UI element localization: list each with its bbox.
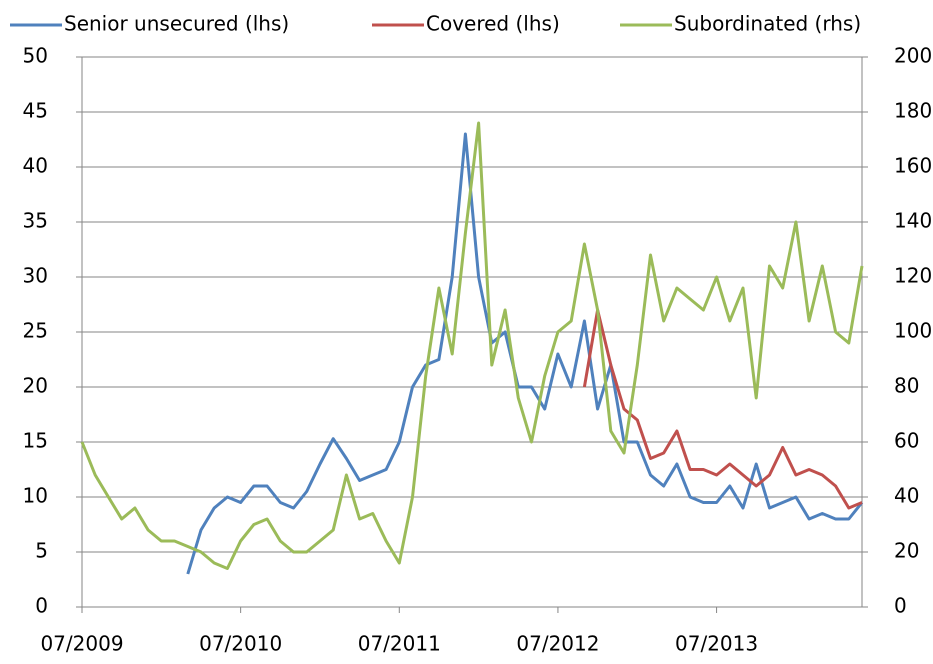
x-tick-label: 07/2009: [40, 632, 123, 656]
y-tick-label: 10: [23, 484, 48, 508]
y-tick-label: 15: [23, 429, 48, 453]
x-tick-label: 07/2012: [516, 632, 599, 656]
legend-label: Senior unsecured (lhs): [64, 12, 289, 36]
y-tick-label: 0: [35, 594, 48, 618]
legend-label: Covered (lhs): [426, 12, 560, 36]
x-tick-label: 07/2013: [675, 632, 758, 656]
y-tick-label: 45: [23, 99, 48, 123]
y2-tick-label: 60: [894, 429, 919, 453]
y-tick-label: 30: [23, 264, 48, 288]
y-tick-label: 40: [23, 154, 48, 178]
y2-tick-label: 120: [894, 264, 932, 288]
y-tick-label: 50: [23, 44, 48, 68]
y2-tick-label: 40: [894, 484, 919, 508]
y2-tick-label: 180: [894, 99, 932, 123]
y-tick-label: 20: [23, 374, 48, 398]
y2-tick-label: 20: [894, 539, 919, 563]
y-tick-label: 5: [35, 539, 48, 563]
x-tick-label: 07/2011: [358, 632, 441, 656]
y2-tick-label: 200: [894, 44, 932, 68]
y2-tick-label: 0: [894, 594, 907, 618]
legend-label: Subordinated (rhs): [674, 12, 861, 36]
y2-tick-label: 140: [894, 209, 932, 233]
y2-tick-label: 160: [894, 154, 932, 178]
y-tick-label: 35: [23, 209, 48, 233]
y2-tick-label: 100: [894, 319, 932, 343]
y-tick-label: 25: [23, 319, 48, 343]
y2-tick-label: 80: [894, 374, 919, 398]
series-line: [582, 308, 863, 510]
series-line: [80, 121, 864, 570]
series-line: [186, 132, 864, 575]
x-tick-label: 07/2010: [199, 632, 282, 656]
